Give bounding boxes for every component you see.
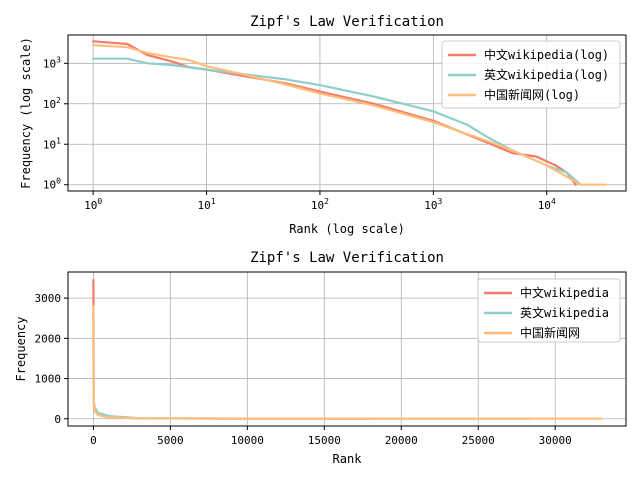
linear-chart-x-axis-label: Rank bbox=[333, 452, 363, 466]
linear-chart-y-axis-label: Frequency bbox=[14, 316, 28, 381]
linear-chart-legend: 中文wikipedia 英文wikipedia 中国新闻网 bbox=[477, 278, 621, 343]
legend-entry-1: 中文wikipedia(log) bbox=[484, 47, 609, 62]
series-line-1 bbox=[92, 40, 577, 186]
y-tick-exponent: 0 bbox=[56, 177, 61, 186]
log-chart-legend: 中文wikipedia(log) 英文wikipedia(log) 中国新闻网(lo… bbox=[441, 40, 621, 109]
linear-chart-title: Zipf's Law Verification bbox=[250, 250, 444, 266]
x-tick-exponent: 4 bbox=[551, 197, 556, 206]
x-tick-exponent: 2 bbox=[324, 197, 329, 206]
x-tick-exponent: 1 bbox=[211, 197, 216, 206]
x-tick-label: 103 bbox=[424, 197, 442, 212]
legend-box bbox=[441, 40, 621, 109]
legend-entry-3: 中国新闻网(log) bbox=[484, 87, 580, 102]
x-tick-label: 104 bbox=[538, 197, 556, 212]
x-tick-label: 10000 bbox=[231, 434, 264, 447]
y-tick-label: 100 bbox=[43, 177, 61, 192]
y-tick-label: 1000 bbox=[35, 373, 62, 386]
y-tick-label: 0 bbox=[54, 413, 61, 426]
x-tick-exponent: 0 bbox=[97, 197, 102, 206]
linear-chart: 0 5000 10000 15000 20000 25000 30000 0 1000 2000 3… bbox=[14, 250, 627, 466]
y-tick-exponent: 2 bbox=[56, 96, 61, 105]
y-tick-exponent: 1 bbox=[56, 136, 61, 145]
log-chart-axes-frame bbox=[67, 34, 627, 192]
legend-entry-3: 中国新闻网 bbox=[520, 325, 580, 340]
x-tick-label: 101 bbox=[198, 197, 216, 212]
y-tick-label: 3000 bbox=[35, 292, 62, 305]
x-tick-label: 100 bbox=[84, 197, 102, 212]
legend-entry-2: 英文wikipedia(log) bbox=[484, 67, 609, 82]
x-tick-label: 25000 bbox=[462, 434, 495, 447]
x-tick-label: 15000 bbox=[308, 434, 341, 447]
y-tick-label: 2000 bbox=[35, 332, 62, 345]
x-tick-label: 0 bbox=[90, 434, 97, 447]
legend-box bbox=[477, 278, 621, 343]
y-tick-label: 102 bbox=[43, 96, 61, 111]
x-tick-label: 5000 bbox=[157, 434, 184, 447]
series-line-1 bbox=[92, 278, 372, 420]
y-tick-label: 101 bbox=[43, 136, 61, 151]
linear-chart-series bbox=[92, 278, 603, 420]
log-chart-x-axis-label: Rank (log scale) bbox=[289, 222, 405, 236]
y-tick-exponent: 3 bbox=[56, 55, 61, 64]
series-line-3 bbox=[92, 305, 603, 420]
series-line-2 bbox=[92, 311, 534, 420]
legend-entry-2: 英文wikipedia bbox=[520, 305, 609, 320]
x-tick-label: 20000 bbox=[385, 434, 418, 447]
x-tick-exponent: 3 bbox=[438, 197, 443, 206]
linear-chart-ticks: 0 5000 10000 15000 20000 25000 30000 0 1000 2000 3… bbox=[35, 292, 572, 447]
log-chart-y-axis-label: Frequency (log scale) bbox=[19, 37, 33, 189]
series-line-3 bbox=[92, 44, 607, 186]
x-tick-label: 102 bbox=[311, 197, 329, 212]
linear-chart-axes-frame bbox=[67, 271, 627, 427]
legend-entry-1: 中文wikipedia bbox=[520, 285, 609, 300]
y-tick-label: 103 bbox=[43, 55, 61, 70]
log-chart-title: Zipf's Law Verification bbox=[250, 14, 444, 30]
log-chart-series bbox=[92, 40, 607, 186]
x-tick-label: 30000 bbox=[539, 434, 572, 447]
